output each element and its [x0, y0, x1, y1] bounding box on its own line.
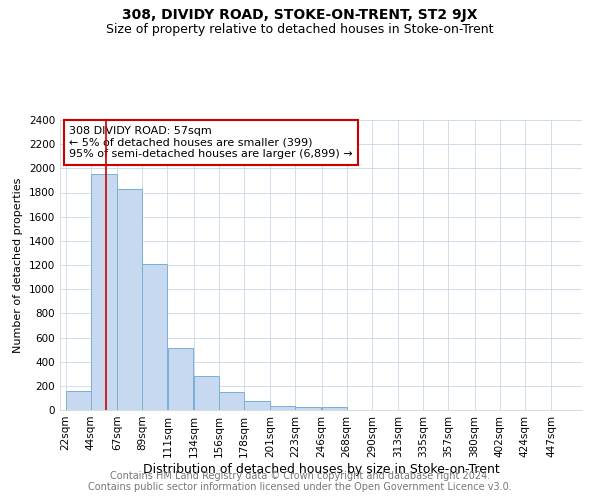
Bar: [142, 264, 167, 410]
Bar: [322, 407, 347, 410]
X-axis label: Distribution of detached houses by size in Stoke-on-Trent: Distribution of detached houses by size …: [143, 462, 499, 475]
Bar: [167, 348, 193, 410]
Bar: [117, 189, 142, 410]
Bar: [194, 376, 218, 410]
Text: Contains HM Land Registry data © Crown copyright and database right 2024.
Contai: Contains HM Land Registry data © Crown c…: [88, 471, 512, 492]
Bar: [271, 406, 295, 410]
Y-axis label: Number of detached properties: Number of detached properties: [13, 178, 23, 352]
Text: 308 DIVIDY ROAD: 57sqm
← 5% of detached houses are smaller (399)
95% of semi-det: 308 DIVIDY ROAD: 57sqm ← 5% of detached …: [69, 126, 353, 159]
Text: Size of property relative to detached houses in Stoke-on-Trent: Size of property relative to detached ho…: [106, 22, 494, 36]
Bar: [66, 390, 91, 410]
Bar: [244, 401, 270, 410]
Bar: [295, 407, 322, 410]
Bar: [91, 174, 117, 410]
Bar: [219, 392, 244, 410]
Text: 308, DIVIDY ROAD, STOKE-ON-TRENT, ST2 9JX: 308, DIVIDY ROAD, STOKE-ON-TRENT, ST2 9J…: [122, 8, 478, 22]
